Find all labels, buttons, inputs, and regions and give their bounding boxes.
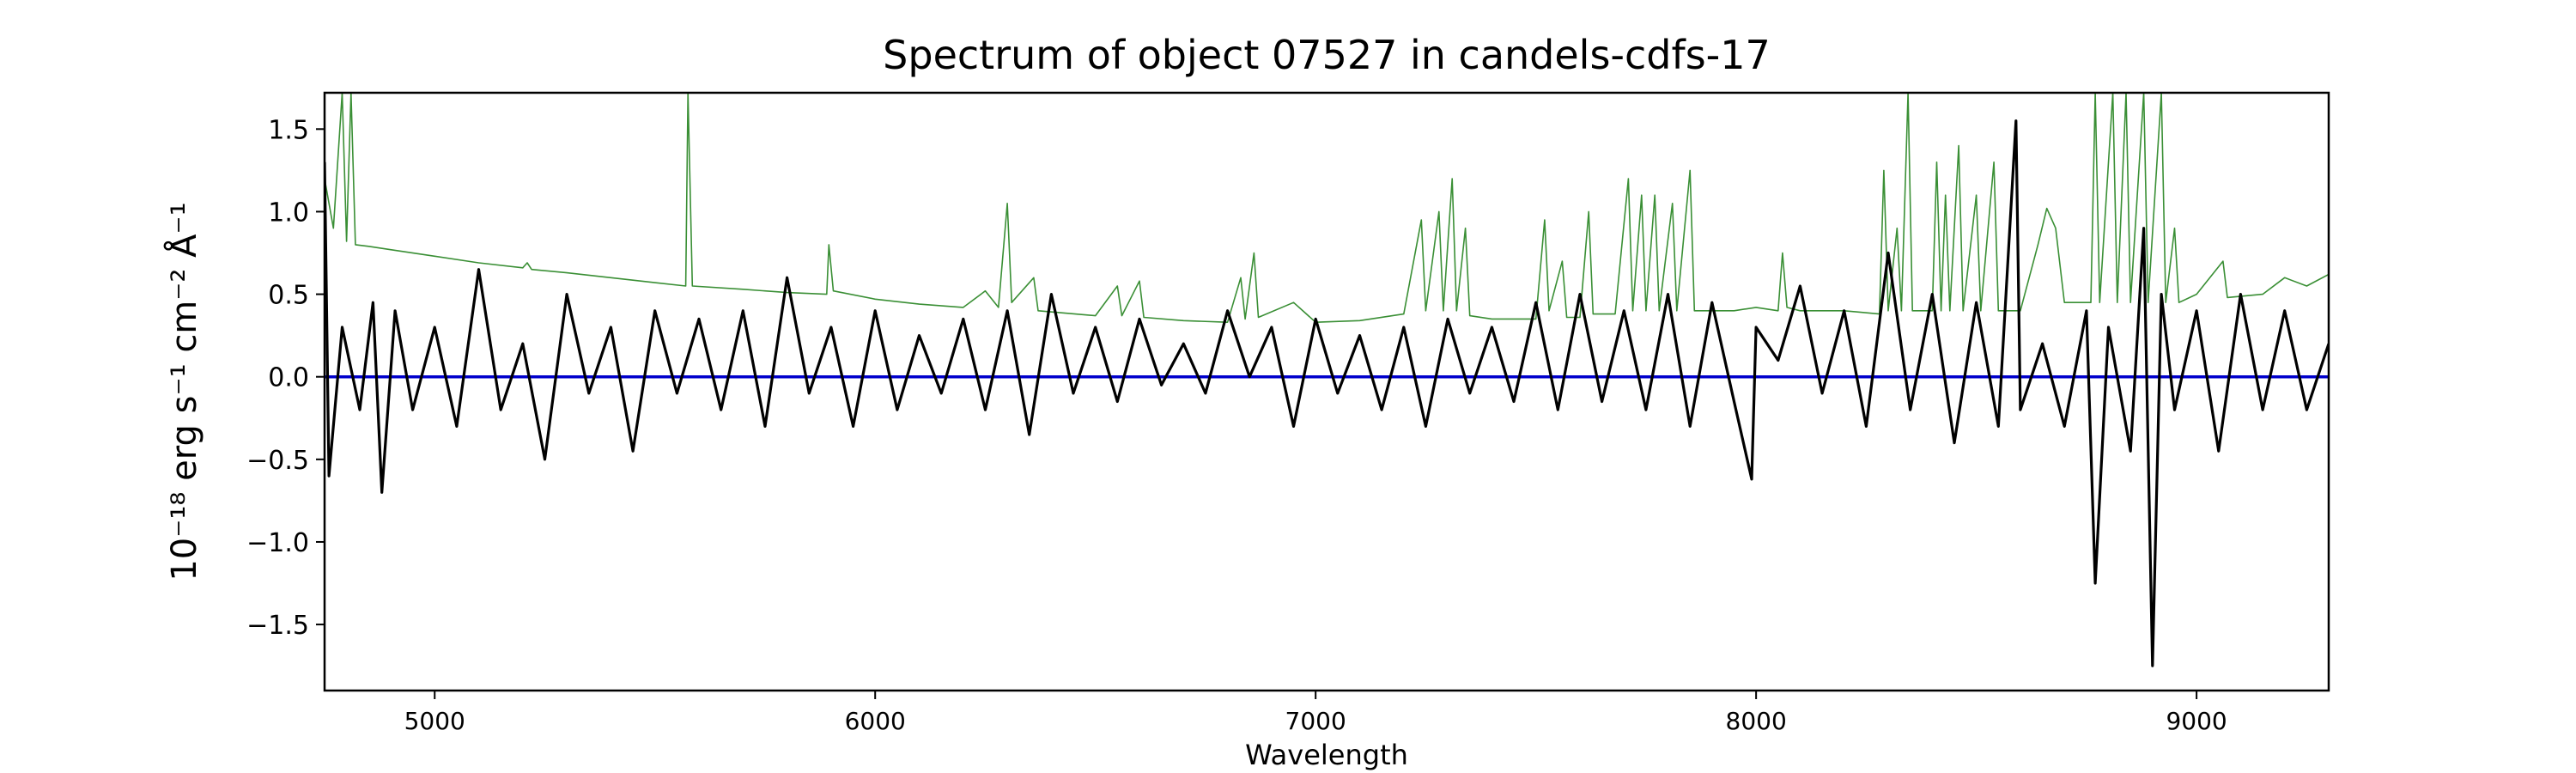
- plot-frame: [323, 91, 2330, 692]
- y-axis: −1.5 −1.0 −0.5 0.0 0.5 1.0 1.5: [246, 115, 325, 641]
- y-tick-label: −0.5: [246, 446, 309, 476]
- x-tick-label: 8000: [1726, 707, 1787, 735]
- chart-title: Spectrum of object 07527 in candels-cdfs…: [883, 32, 1771, 78]
- x-tick-label: 7000: [1285, 707, 1346, 735]
- x-axis: 5000 6000 7000 8000 9000: [404, 691, 2227, 735]
- series-line-2: [325, 119, 2329, 667]
- x-tick-label: 6000: [845, 707, 906, 735]
- y-tick-label: 1.5: [268, 115, 309, 145]
- y-tick-label: 0.5: [268, 281, 309, 311]
- y-tick-label: −1.5: [246, 611, 309, 641]
- x-axis-label: Wavelength: [1245, 739, 1408, 771]
- y-tick-label: 0.0: [268, 363, 309, 393]
- series-line-0: [325, 93, 2329, 324]
- x-tick-label: 5000: [404, 707, 465, 735]
- x-tick-label: 9000: [2166, 707, 2227, 735]
- series-layer: [325, 93, 2329, 667]
- y-axis-label: 10⁻¹⁸ erg s⁻¹ cm⁻² Å⁻¹: [163, 202, 204, 581]
- y-tick-label: −1.0: [246, 528, 309, 558]
- y-tick-label: 1.0: [268, 198, 309, 228]
